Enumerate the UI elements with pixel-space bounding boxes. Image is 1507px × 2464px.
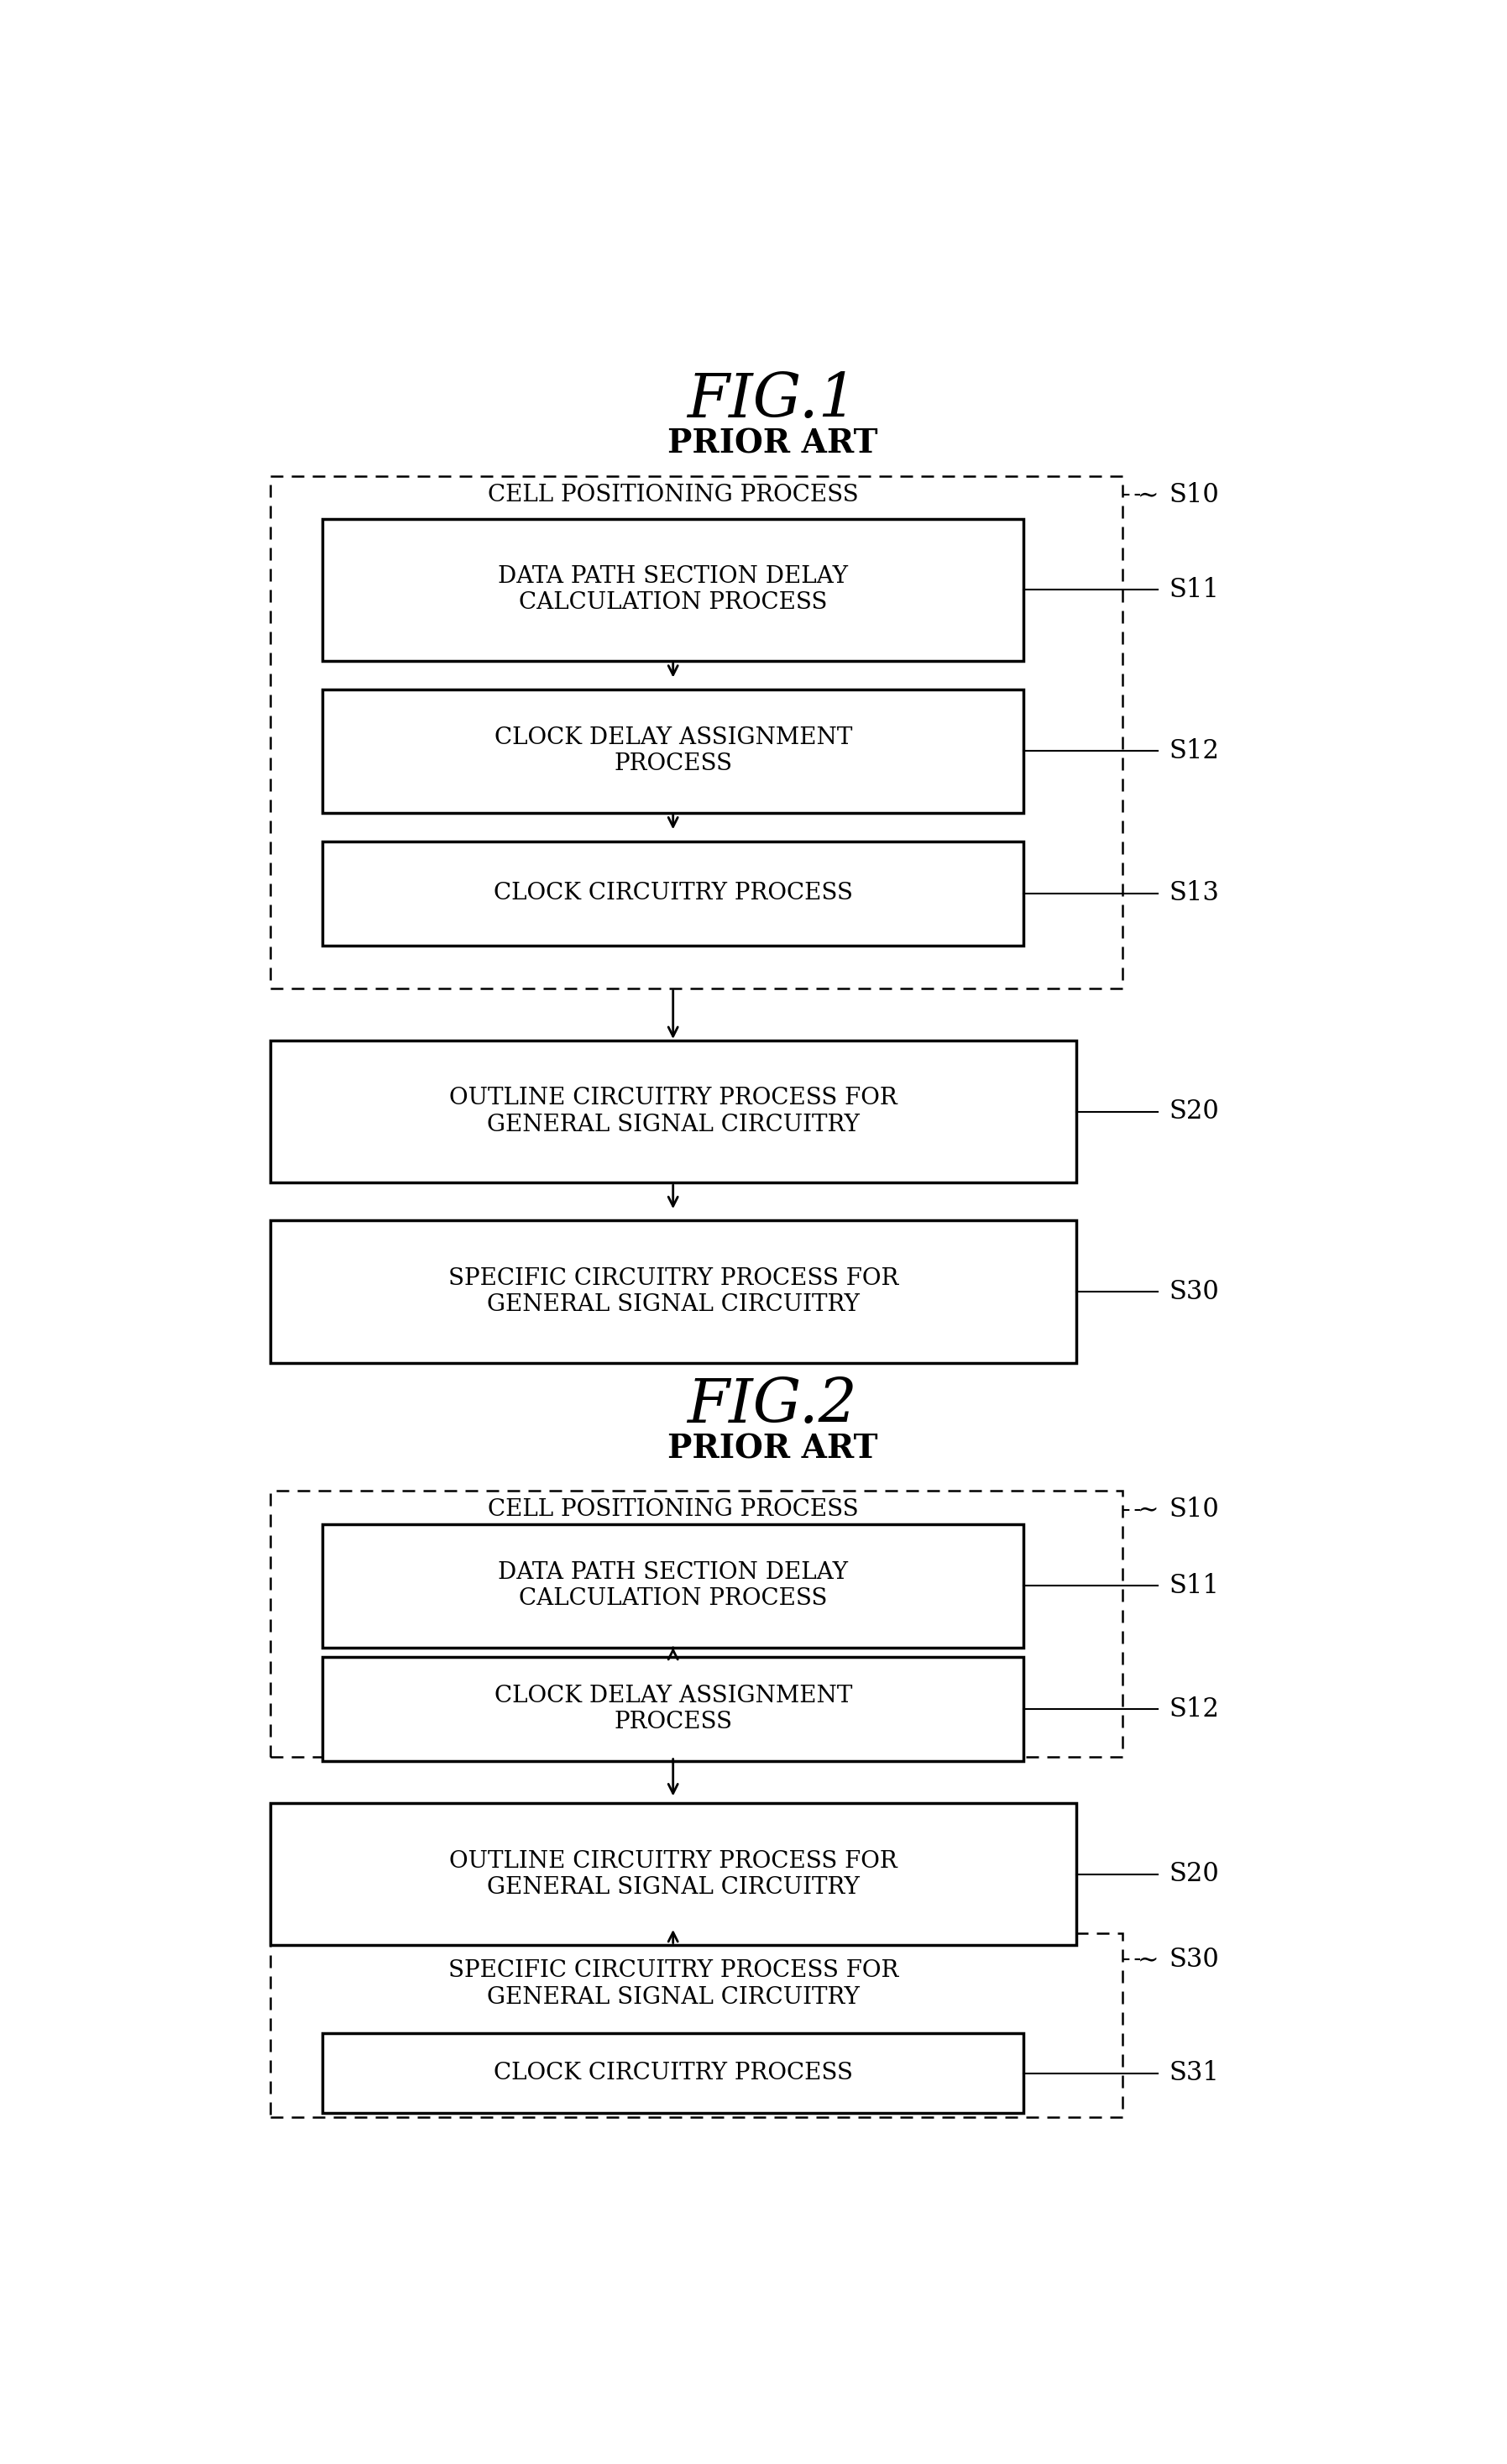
Text: FIG.2: FIG.2 <box>687 1375 857 1434</box>
Bar <box>270 1220 1076 1363</box>
Text: ∼: ∼ <box>1138 1947 1159 1974</box>
Bar <box>270 1804 1076 1947</box>
Text: DATA PATH SECTION DELAY
CALCULATION PROCESS: DATA PATH SECTION DELAY CALCULATION PROC… <box>497 1562 848 1611</box>
Text: PRIOR ART: PRIOR ART <box>668 1434 877 1466</box>
Text: DATA PATH SECTION DELAY
CALCULATION PROCESS: DATA PATH SECTION DELAY CALCULATION PROC… <box>497 564 848 614</box>
Text: SPECIFIC CIRCUITRY PROCESS FOR
GENERAL SIGNAL CIRCUITRY: SPECIFIC CIRCUITRY PROCESS FOR GENERAL S… <box>448 1266 898 1316</box>
Text: CLOCK DELAY ASSIGNMENT
PROCESS: CLOCK DELAY ASSIGNMENT PROCESS <box>494 1685 851 1735</box>
Bar <box>322 1656 1023 1762</box>
Bar <box>270 1491 1123 1757</box>
Bar <box>322 517 1023 660</box>
Text: S31: S31 <box>1169 2060 1219 2087</box>
Text: S30: S30 <box>1169 1279 1219 1306</box>
Text: CLOCK DELAY ASSIGNMENT
PROCESS: CLOCK DELAY ASSIGNMENT PROCESS <box>494 727 851 776</box>
Text: OUTLINE CIRCUITRY PROCESS FOR
GENERAL SIGNAL CIRCUITRY: OUTLINE CIRCUITRY PROCESS FOR GENERAL SI… <box>449 1087 897 1136</box>
Text: S10: S10 <box>1169 483 1219 508</box>
Text: CELL POSITIONING PROCESS: CELL POSITIONING PROCESS <box>488 1498 859 1520</box>
Bar <box>270 1040 1076 1183</box>
Bar <box>322 1525 1023 1648</box>
Text: S30: S30 <box>1169 1947 1219 1974</box>
Text: PRIOR ART: PRIOR ART <box>668 429 877 461</box>
Text: FIG.1: FIG.1 <box>687 370 857 429</box>
Text: S12: S12 <box>1169 1695 1219 1722</box>
Bar <box>322 840 1023 946</box>
Text: ∼: ∼ <box>1138 483 1159 508</box>
Bar <box>322 690 1023 813</box>
Bar <box>270 476 1123 988</box>
Bar <box>322 2033 1023 2114</box>
Text: CLOCK CIRCUITRY PROCESS: CLOCK CIRCUITRY PROCESS <box>493 882 853 904</box>
Text: S13: S13 <box>1169 880 1219 907</box>
Text: SPECIFIC CIRCUITRY PROCESS FOR
GENERAL SIGNAL CIRCUITRY: SPECIFIC CIRCUITRY PROCESS FOR GENERAL S… <box>448 1959 898 2008</box>
Text: S10: S10 <box>1169 1498 1219 1523</box>
Bar <box>270 1934 1123 2117</box>
Text: S12: S12 <box>1169 739 1219 764</box>
Text: OUTLINE CIRCUITRY PROCESS FOR
GENERAL SIGNAL CIRCUITRY: OUTLINE CIRCUITRY PROCESS FOR GENERAL SI… <box>449 1850 897 1900</box>
Text: S20: S20 <box>1169 1099 1219 1124</box>
Text: S11: S11 <box>1169 577 1219 604</box>
Text: S11: S11 <box>1169 1572 1219 1599</box>
Text: CLOCK CIRCUITRY PROCESS: CLOCK CIRCUITRY PROCESS <box>493 2062 853 2085</box>
Text: ∼: ∼ <box>1138 1498 1159 1523</box>
Text: CELL POSITIONING PROCESS: CELL POSITIONING PROCESS <box>488 483 859 505</box>
Text: S20: S20 <box>1169 1860 1219 1887</box>
